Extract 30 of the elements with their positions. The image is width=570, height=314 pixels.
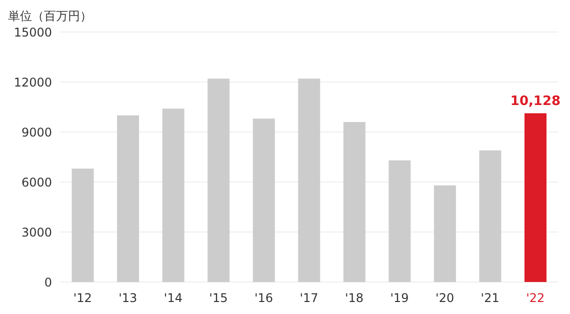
y-tick-label: 0: [44, 275, 52, 290]
bar: [434, 185, 456, 282]
x-tick-label: '15: [209, 291, 228, 305]
x-tick-label: '19: [390, 291, 409, 305]
bar: [162, 108, 184, 282]
x-tick-label: '13: [118, 291, 138, 305]
x-tick-label: '17: [300, 291, 318, 305]
bar: [72, 168, 94, 282]
bar: [388, 160, 411, 282]
data-label: 10,128: [510, 94, 561, 110]
bar: [298, 78, 320, 282]
y-tick-label: 3000: [21, 225, 52, 240]
bar: [524, 113, 546, 282]
x-tick-label: '21: [480, 291, 500, 305]
x-tick-label: '18: [344, 291, 364, 305]
bar: [208, 78, 230, 282]
y-tick-label: 15000: [14, 25, 52, 40]
x-tick-label: '12: [73, 291, 92, 305]
x-tick-label: '16: [254, 291, 274, 305]
bar: [479, 150, 502, 282]
y-tick-label: 9000: [21, 125, 52, 140]
x-tick-label: '14: [164, 291, 182, 305]
y-tick-label: 12000: [14, 75, 52, 90]
bar: [117, 115, 140, 282]
x-tick-label: '22: [526, 291, 545, 305]
bar: [343, 122, 366, 282]
bar: [252, 118, 275, 282]
y-tick-label: 6000: [21, 175, 52, 190]
y-axis-title: 単位（百万円）: [8, 8, 92, 25]
x-tick-label: '20: [436, 291, 454, 305]
